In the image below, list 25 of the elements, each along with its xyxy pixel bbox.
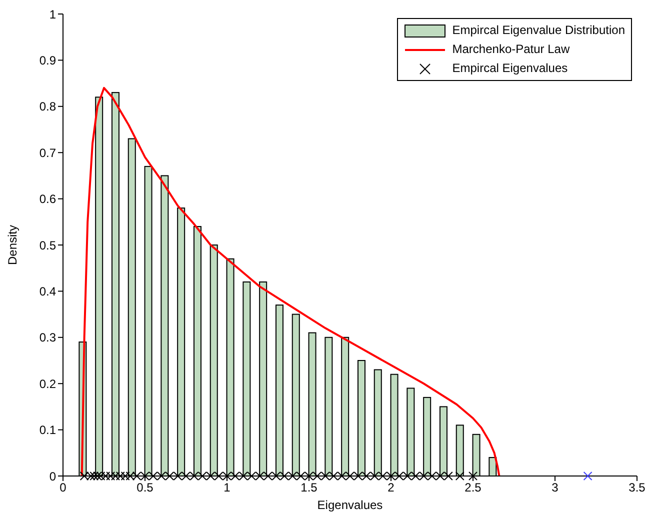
y-axis-title: Density	[5, 224, 20, 266]
x-tick-label: 2	[388, 480, 395, 495]
y-tick-label: 0.8	[39, 100, 56, 114]
x-tick-label: 0.5	[136, 480, 154, 495]
x-tick-label: 3.5	[628, 480, 646, 495]
x-tick-label: 1.5	[300, 480, 318, 495]
legend-label: Empircal Eigenvalues	[452, 60, 568, 77]
x-tick-label: 3	[552, 480, 559, 495]
y-tick-label: 0.7	[39, 146, 56, 160]
y-tick-label: 0.1	[39, 423, 56, 438]
y-tick-label: 0.6	[39, 192, 56, 206]
y-tick-label: 0	[49, 469, 56, 484]
x-tick-label: 0	[60, 480, 67, 495]
y-tick-label: 0.4	[39, 284, 56, 298]
x-axis-title: Eigenvalues	[317, 498, 383, 512]
y-tick-label: 0.5	[39, 238, 56, 252]
x-tick-label: 2.5	[464, 480, 482, 495]
y-tick-label: 0.9	[39, 53, 56, 68]
y-tick-label: 1	[49, 7, 56, 22]
legend-label: Marchenko-Patur Law	[452, 41, 570, 58]
y-tick-label: 0.3	[39, 330, 56, 345]
line-series	[80, 86, 500, 477]
legend-label: Empircal Eigenvalue Distribution	[452, 22, 625, 39]
x-tick-label: 1	[224, 480, 231, 495]
y-tick-label: 0.2	[39, 376, 56, 391]
